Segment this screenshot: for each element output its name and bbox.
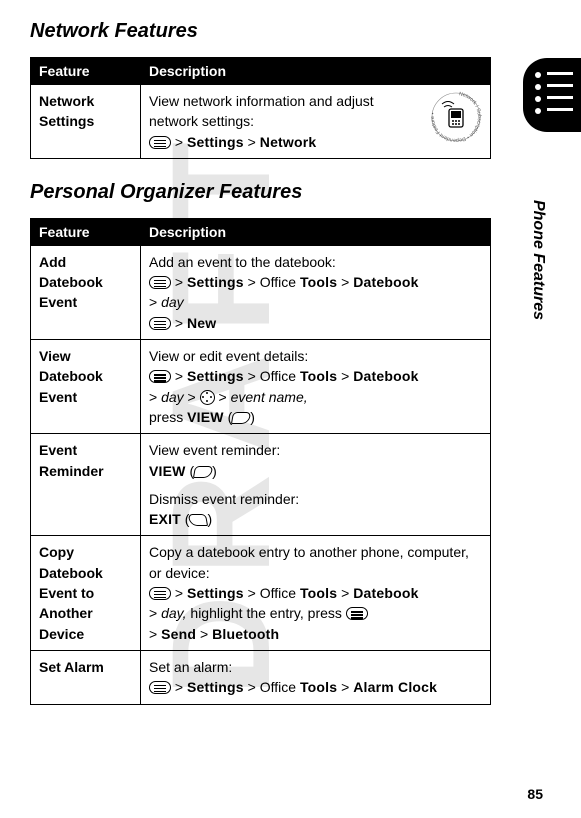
menu-path: Datebook bbox=[353, 368, 418, 384]
organizer-features-table: Feature Description Add Datebook Event A… bbox=[30, 218, 491, 705]
desc-text: View network information and adjust netw… bbox=[149, 93, 374, 129]
table-row: View Datebook Event View or edit event d… bbox=[31, 340, 491, 434]
network-features-table: Feature Description Network Settings Net… bbox=[30, 57, 491, 159]
menu-path: VIEW bbox=[187, 409, 224, 425]
feature-desc: Add an event to the datebook: > Settings… bbox=[141, 245, 491, 339]
menu-path: Settings bbox=[187, 274, 244, 290]
menu-key-icon bbox=[149, 317, 171, 330]
menu-path: Tools bbox=[300, 585, 337, 601]
feature-name: Network Settings bbox=[31, 85, 141, 159]
feature-name: Copy Datebook Event to Another Device bbox=[31, 536, 141, 650]
feature-name: Set Alarm bbox=[31, 650, 141, 704]
section-heading-network: Network Features bbox=[30, 20, 491, 43]
menu-path: Bluetooth bbox=[212, 626, 279, 642]
nav-key-icon bbox=[200, 390, 215, 405]
desc-text: View event reminder: bbox=[149, 442, 280, 458]
col-feature: Feature bbox=[31, 218, 141, 245]
menu-path: Office bbox=[256, 585, 300, 601]
col-description: Description bbox=[141, 58, 491, 85]
desc-text: View or edit event details: bbox=[149, 348, 308, 364]
network-dependent-seal-icon: Network / Subscription • Dependent Featu… bbox=[430, 91, 482, 143]
menu-path: New bbox=[187, 315, 216, 331]
menu-path: Office bbox=[256, 368, 300, 384]
menu-path: Alarm Clock bbox=[353, 679, 437, 695]
desc-text: Add an event to the datebook: bbox=[149, 254, 336, 270]
desc-text: Set an alarm: bbox=[149, 659, 232, 675]
menu-path: EXIT bbox=[149, 511, 181, 527]
menu-path: Send bbox=[161, 626, 196, 642]
col-feature: Feature bbox=[31, 58, 141, 85]
menu-key-icon bbox=[149, 587, 171, 600]
menu-path: Datebook bbox=[353, 585, 418, 601]
table-row: Event Reminder View event reminder: VIEW… bbox=[31, 434, 491, 536]
feature-desc: Network / Subscription • Dependent Featu… bbox=[141, 85, 491, 159]
desc-text: Copy a datebook entry to another phone, … bbox=[149, 544, 469, 580]
table-row: Copy Datebook Event to Another Device Co… bbox=[31, 536, 491, 650]
menu-path: Datebook bbox=[353, 274, 418, 290]
table-row: Add Datebook Event Add an event to the d… bbox=[31, 245, 491, 339]
desc-text: Dismiss event reminder: bbox=[149, 491, 299, 507]
feature-desc: View or edit event details: > Settings >… bbox=[141, 340, 491, 434]
feature-desc: Set an alarm: > Settings > Office Tools … bbox=[141, 650, 491, 704]
feature-name: Event Reminder bbox=[31, 434, 141, 536]
menu-path: VIEW bbox=[149, 463, 186, 479]
menu-path: day, bbox=[161, 605, 186, 621]
menu-key-icon bbox=[149, 370, 171, 383]
menu-key-icon bbox=[149, 136, 171, 149]
table-row: Set Alarm Set an alarm: > Settings > Off… bbox=[31, 650, 491, 704]
menu-path: day bbox=[161, 389, 184, 405]
desc-text: highlight the entry, press bbox=[187, 605, 346, 621]
menu-path: Settings bbox=[187, 368, 244, 384]
feature-name: View Datebook Event bbox=[31, 340, 141, 434]
menu-key-icon bbox=[346, 607, 368, 620]
right-softkey-icon bbox=[231, 412, 251, 424]
menu-path: Office bbox=[256, 679, 300, 695]
menu-path: Settings bbox=[187, 585, 244, 601]
menu-path: event name, bbox=[231, 389, 308, 405]
menu-path: Tools bbox=[300, 368, 337, 384]
side-section-label: Phone Features bbox=[529, 200, 547, 320]
menu-key-icon bbox=[149, 276, 171, 289]
page-number: 85 bbox=[527, 786, 543, 802]
feature-desc: Copy a datebook entry to another phone, … bbox=[141, 536, 491, 650]
desc-text: press bbox=[149, 409, 187, 425]
col-description: Description bbox=[141, 218, 491, 245]
menu-path: Tools bbox=[300, 274, 337, 290]
menu-key-icon bbox=[149, 681, 171, 694]
feature-desc: View event reminder: VIEW () Dismiss eve… bbox=[141, 434, 491, 536]
menu-path: Settings bbox=[187, 679, 244, 695]
feature-name: Add Datebook Event bbox=[31, 245, 141, 339]
menu-path: day bbox=[161, 294, 184, 310]
table-row: Network Settings Network / Subscription … bbox=[31, 85, 491, 159]
menu-path: Settings bbox=[187, 134, 244, 150]
menu-path: Network bbox=[260, 134, 317, 150]
left-softkey-icon bbox=[188, 514, 208, 526]
menu-path: Tools bbox=[300, 679, 337, 695]
right-softkey-icon bbox=[193, 466, 213, 478]
menu-path: Office bbox=[256, 274, 300, 290]
thumb-tab bbox=[523, 58, 581, 132]
section-heading-organizer: Personal Organizer Features bbox=[30, 181, 491, 204]
